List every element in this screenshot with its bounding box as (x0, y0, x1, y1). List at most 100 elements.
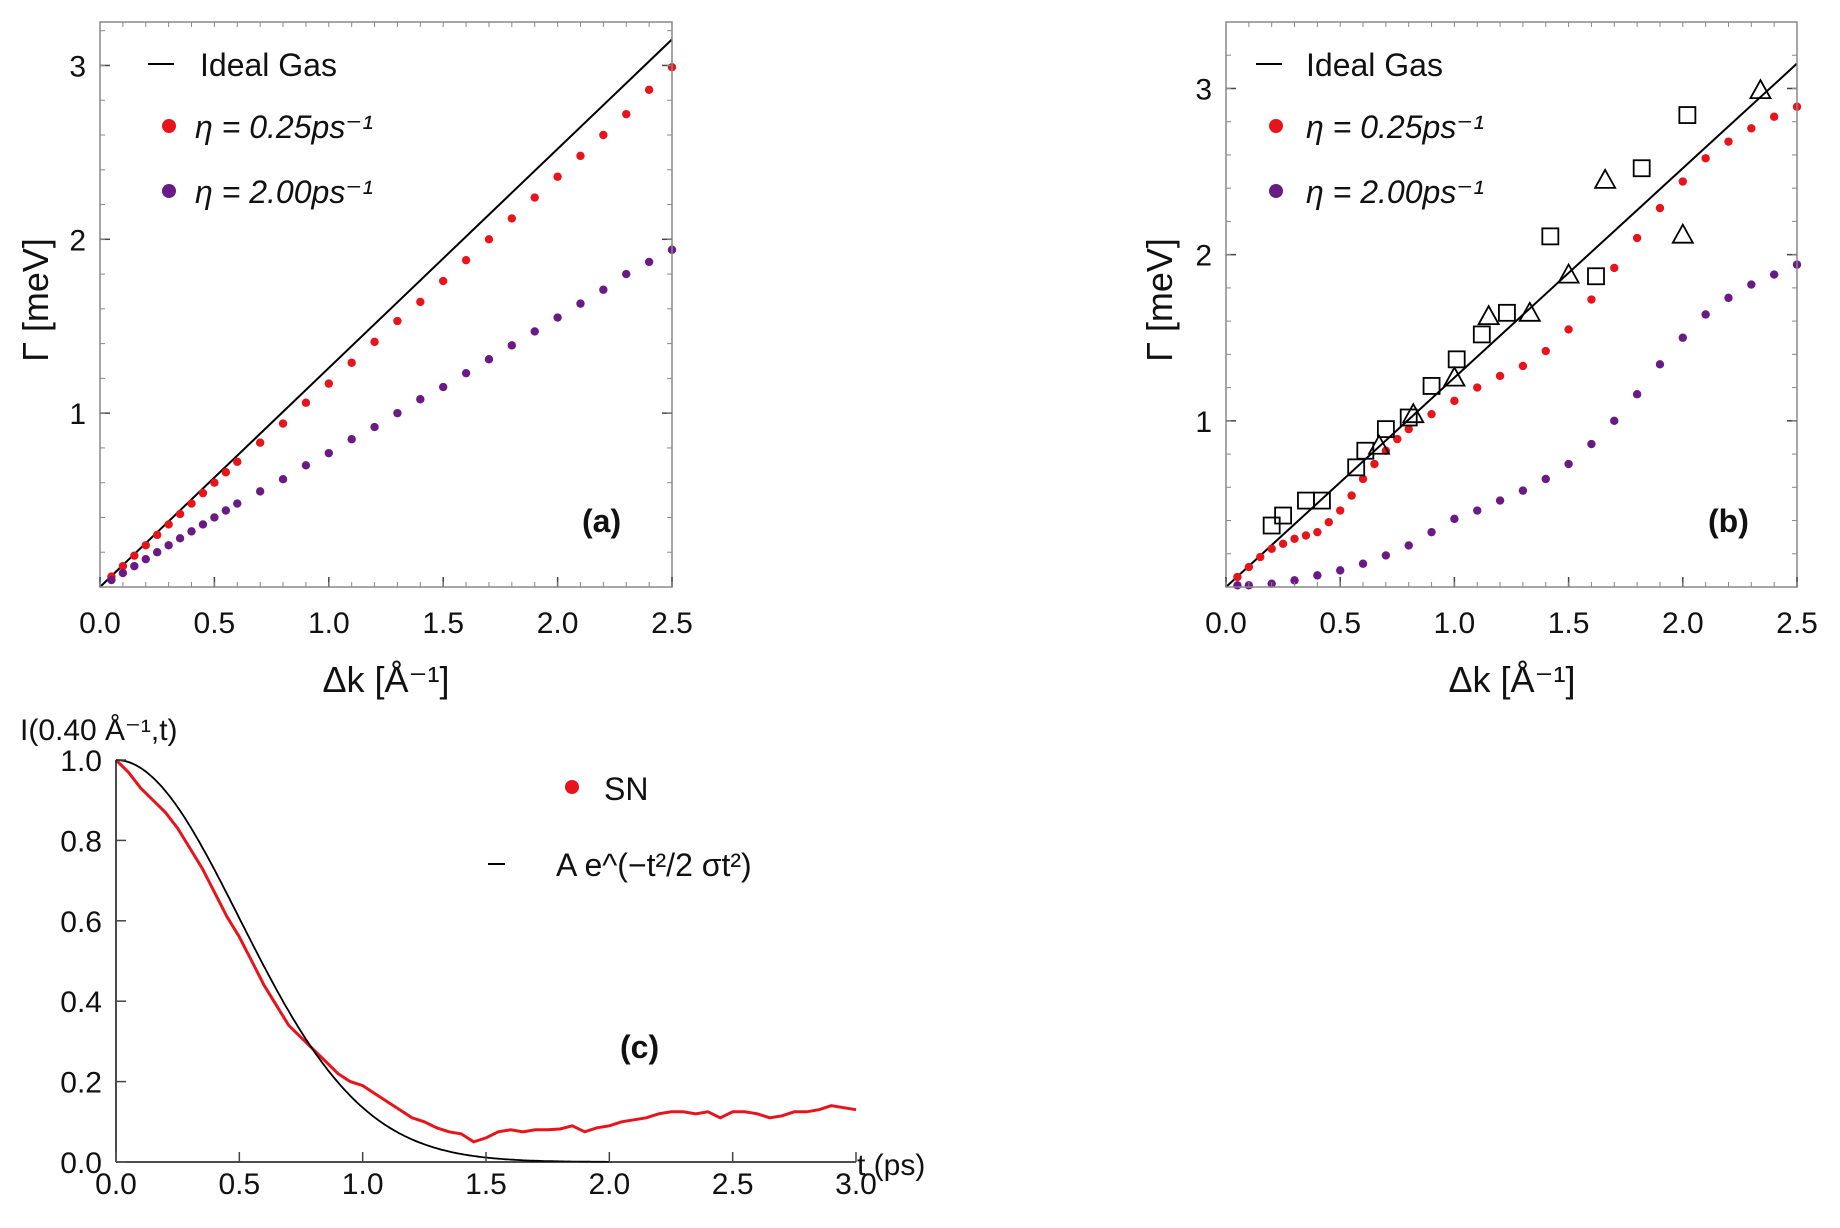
data-point--0-25ps- (1393, 434, 1402, 444)
x-tick-label: 0.5 (218, 1168, 260, 1201)
data-point--0-25ps- (370, 337, 379, 347)
data-point-square (1541, 227, 1560, 246)
data-point--0-25ps- (1336, 506, 1345, 515)
x-tick-label: 1.0 (342, 1168, 384, 1201)
series-ideal-gas-line (1225, 62, 1798, 588)
data-point--0-25ps- (1278, 539, 1288, 548)
data-point--2-00ps- (175, 534, 185, 543)
data-point-square (1632, 159, 1651, 178)
panel-b-ticks: 0.0 0.5 1.0 1.5 2.0 2.5 1 2 3 (1195, 22, 1818, 640)
data-point--0-25ps- (175, 509, 185, 519)
data-point--0-25ps- (576, 151, 585, 161)
panel-b-ylabel: Γ [meV] (1139, 238, 1180, 362)
data-point--2-00ps- (1678, 333, 1688, 342)
data-point--0-25ps- (153, 530, 162, 540)
x-tick-label: 2.0 (1662, 607, 1704, 640)
data-point--0-25ps- (141, 541, 150, 550)
data-point--0-25ps- (198, 488, 208, 498)
panel-b-xlabel: Δk [Å⁻¹] (1448, 659, 1575, 700)
series-sn-line (114, 758, 857, 1144)
data-point--0-25ps- (1587, 295, 1596, 304)
panel-c-label: (c) (620, 1029, 659, 1065)
legend-ideal-gas: Ideal Gas (1306, 47, 1443, 83)
y-tick-label: 1 (69, 398, 86, 431)
data-point--0-25ps- (461, 255, 471, 265)
data-point--2-00ps- (576, 299, 585, 308)
x-tick-label: 2.0 (537, 607, 579, 640)
panel-c-marks (114, 758, 857, 1163)
data-point--2-00ps- (1404, 541, 1413, 550)
data-point--0-25ps- (233, 457, 242, 467)
legend-sn-marker (565, 780, 579, 794)
data-point--0-25ps- (221, 468, 231, 477)
data-point-triangle (1518, 300, 1542, 322)
data-point--0-25ps- (644, 85, 654, 95)
data-point--2-00ps- (198, 520, 208, 529)
x-tick-label: 2.5 (651, 607, 693, 640)
panel-a-xlabel: Δk [Å⁻¹] (322, 659, 449, 700)
data-point--2-00ps- (141, 554, 150, 564)
data-point--2-00ps- (1313, 571, 1322, 580)
data-point--0-25ps- (484, 235, 494, 244)
panel-c-legend: SN A e^(−t²/2 σt²) (488, 771, 752, 883)
data-point-triangle (1748, 78, 1772, 100)
panel-b-label: (b) (1708, 503, 1749, 539)
data-point--2-00ps- (1632, 390, 1642, 399)
panel-c: 0.0 0.5 1.0 1.5 2.0 2.5 3.00.00.20.40.60.81.0 … (20, 714, 925, 1201)
legend-eta-200: η = 2.00ps⁻¹ (1306, 174, 1484, 210)
data-point--2-00ps- (278, 475, 288, 484)
data-point--2-00ps- (1427, 527, 1436, 537)
data-point--2-00ps- (1655, 360, 1665, 369)
data-point--0-25ps- (1324, 517, 1333, 527)
data-point--0-25ps- (1233, 572, 1242, 582)
data-point--0-25ps- (130, 551, 139, 560)
data-point-square (1498, 303, 1516, 322)
x-tick-label: 0.5 (1319, 607, 1361, 640)
y-tick-label: 0.4 (60, 986, 102, 1019)
data-point--2-00ps- (153, 548, 162, 557)
data-point--0-25ps- (1427, 409, 1436, 419)
data-point--0-25ps- (1290, 534, 1299, 544)
panel-a-ticks: 0.0 0.5 1.0 1.5 2.0 2.5 1 2 3 (69, 22, 693, 640)
data-point--0-25ps- (1450, 396, 1459, 406)
data-point--2-00ps- (1233, 581, 1242, 590)
data-point--0-25ps- (1244, 562, 1254, 572)
data-point-triangle (1593, 168, 1617, 189)
data-point--2-00ps- (1724, 293, 1733, 303)
data-point--0-25ps- (1747, 124, 1756, 133)
y-tick-label: 2 (1195, 240, 1212, 273)
data-point--0-25ps- (416, 297, 425, 307)
legend-eta-200-marker (1269, 184, 1283, 198)
data-point--2-00ps- (393, 408, 402, 418)
data-point--0-25ps- (439, 276, 448, 286)
data-point-triangle (1477, 304, 1501, 326)
panel-a-ylabel: Γ [meV] (15, 238, 56, 362)
data-point--0-25ps- (1724, 137, 1733, 146)
data-point--2-00ps- (233, 499, 242, 508)
legend-gaussian: A e^(−t²/2 σt²) (556, 847, 752, 883)
series-gaussian-fit-line (115, 759, 610, 1163)
data-point--0-25ps- (301, 398, 311, 407)
legend-eta-200-marker (162, 184, 176, 198)
data-point--2-00ps- (1290, 576, 1299, 585)
x-tick-label: 0.0 (1205, 607, 1247, 640)
x-tick-label: 3.0 (835, 1168, 877, 1201)
data-point-triangle (1442, 365, 1466, 387)
data-point--2-00ps- (439, 382, 448, 392)
data-point--2-00ps- (1769, 270, 1779, 279)
data-point--0-25ps- (1655, 203, 1665, 213)
data-point--2-00ps- (164, 541, 173, 550)
panel-c-ticks: 0.0 0.5 1.0 1.5 2.0 2.5 3.0 0.0 0.2 0.4 0.6 0.8 1.0 (60, 745, 877, 1201)
data-point--0-25ps- (1370, 459, 1379, 469)
data-point--0-25ps- (507, 214, 517, 223)
data-point--0-25ps- (1301, 531, 1311, 540)
y-tick-label: 0.6 (60, 906, 102, 939)
data-point-square (1313, 491, 1331, 510)
data-point--2-00ps- (1381, 551, 1391, 560)
data-point--0-25ps- (1610, 263, 1619, 273)
data-point--2-00ps- (1747, 280, 1756, 289)
data-point-triangle (1367, 433, 1391, 455)
panel-a: 0.0 0.5 1.0 1.5 2.0 2.5 1 2 3 (a) Δk [Å⁻¹] Γ [me… (15, 21, 693, 700)
data-point-square (1587, 267, 1605, 286)
